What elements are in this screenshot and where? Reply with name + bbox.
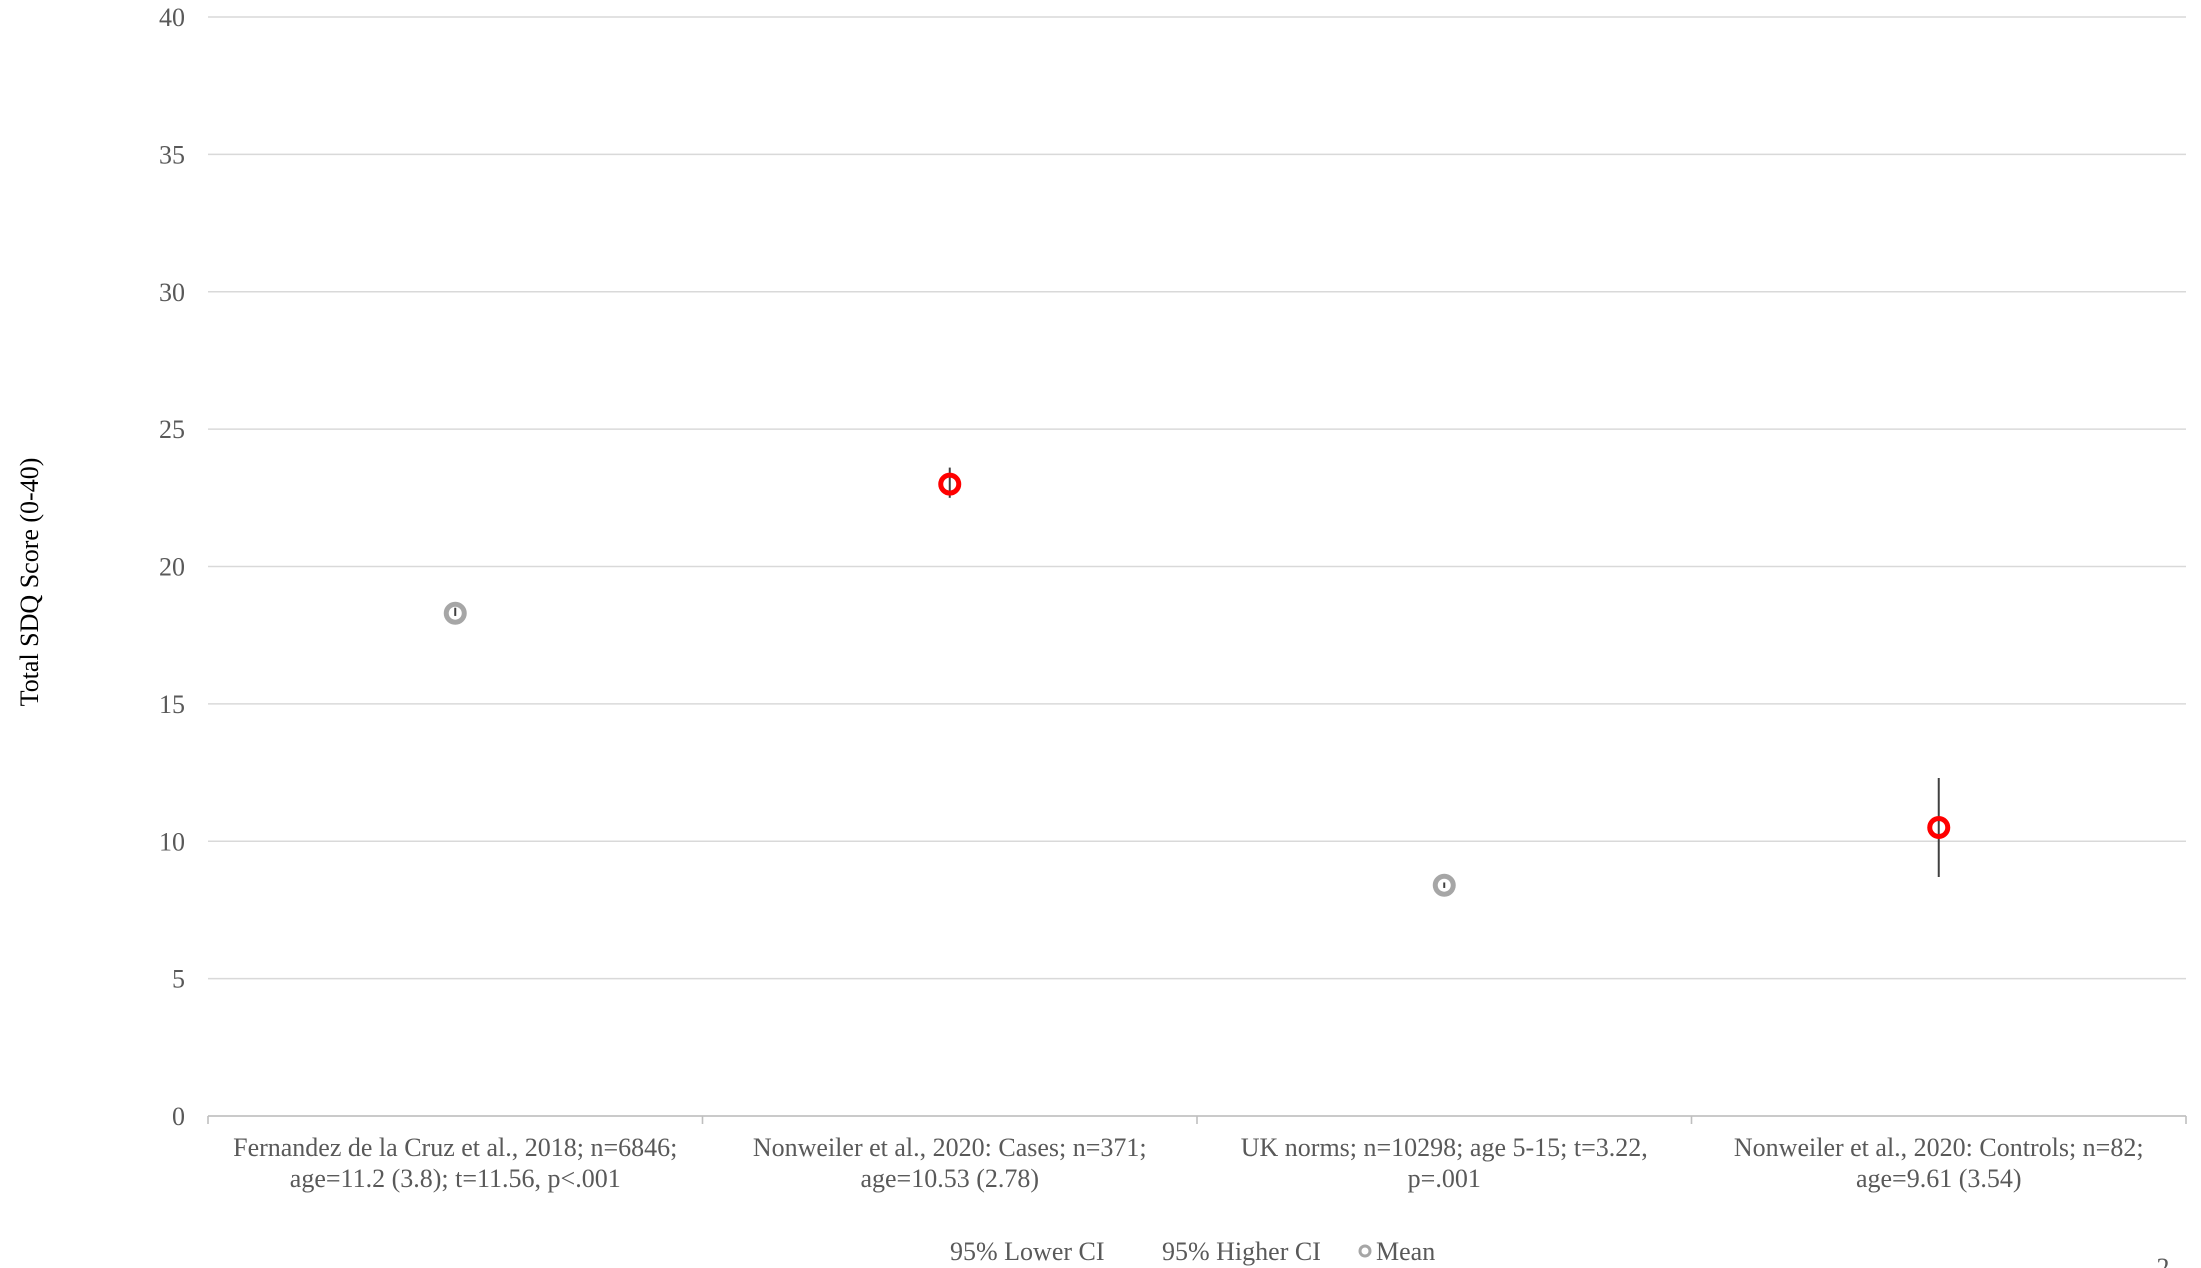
mean-point [443,601,467,625]
y-tick-label: 40 [159,3,185,32]
category-label: age=10.53 (2.78) [860,1164,1039,1193]
x-axis [207,1115,2187,1124]
category-label: Nonweiler et al., 2020: Controls; n=82; [1734,1133,2144,1162]
category-label: Fernandez de la Cruz et al., 2018; n=684… [233,1133,677,1162]
legend: 95% Lower CI 95% Higher CI Mean [950,1237,1435,1266]
legend-mean: Mean [1376,1237,1435,1266]
data-marks [443,467,1951,897]
y-tick-label: 20 [159,553,185,582]
mean-point [938,472,962,496]
legend-mean-marker [1358,1244,1372,1258]
y-tick-label: 25 [159,415,185,444]
mean-point [1927,816,1951,840]
category-label: UK norms; n=10298; age 5-15; t=3.22, [1241,1133,1648,1162]
y-tick-label: 10 [159,827,185,856]
category-label: age=11.2 (3.8); t=11.56, p<.001 [290,1164,621,1193]
category-label: age=9.61 (3.54) [1856,1164,2022,1193]
y-tick-label: 15 [159,690,185,719]
y-tick-label: 35 [159,140,185,169]
category-label: p=.001 [1408,1164,1481,1193]
page-number: 2 [2157,1253,2170,1268]
category-labels: Fernandez de la Cruz et al., 2018; n=684… [233,1133,2143,1193]
gridlines [208,16,2186,1117]
y-tick-label: 30 [159,278,185,307]
y-tick-labels: 0 5 10 15 20 25 30 35 40 [159,3,185,1131]
y-axis-title: Total SDQ Score (0-40) [15,458,44,707]
mean-point [1432,873,1456,897]
category-label: Nonweiler et al., 2020: Cases; n=371; [753,1133,1147,1162]
y-tick-label: 5 [172,965,185,994]
y-tick-label: 0 [172,1102,185,1131]
legend-lower-ci: 95% Lower CI [950,1237,1105,1266]
legend-higher-ci: 95% Higher CI [1162,1237,1321,1266]
